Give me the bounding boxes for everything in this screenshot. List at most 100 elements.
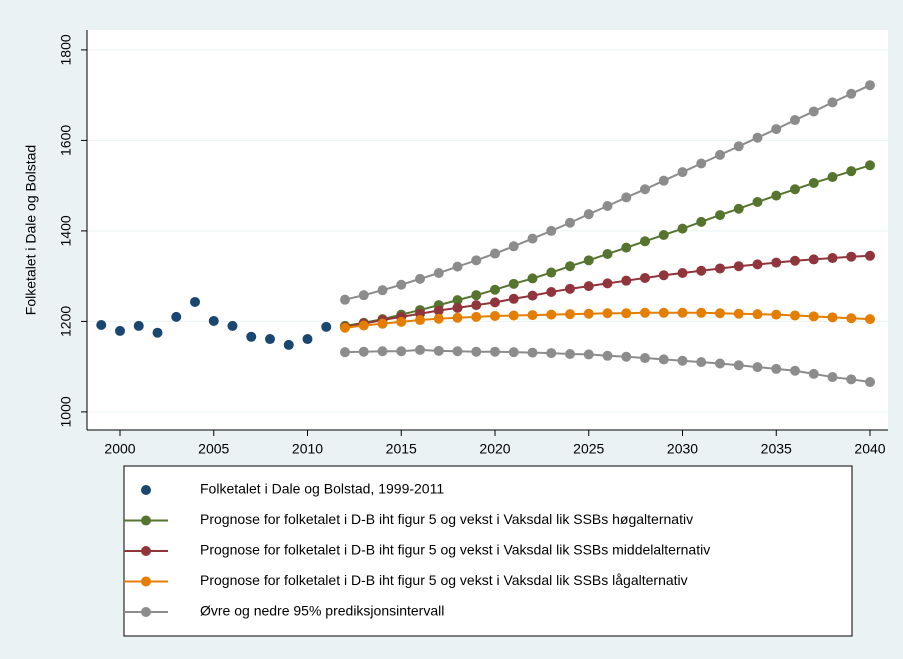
x-tick-label: 2030	[667, 441, 698, 457]
x-tick-label: 2040	[854, 441, 885, 457]
data-point	[452, 302, 463, 313]
data-point	[302, 334, 313, 345]
x-tick-label: 2005	[198, 441, 229, 457]
data-point	[340, 294, 350, 305]
data-point	[433, 313, 444, 324]
legend-label: Prognose for folketalet i D-B iht figur …	[200, 572, 688, 588]
data-point	[715, 263, 725, 274]
data-point	[490, 297, 500, 308]
legend-label: Prognose for folketalet i D-B iht figur …	[200, 542, 710, 558]
data-point	[565, 348, 575, 359]
data-point	[471, 311, 482, 322]
legend-marker	[141, 515, 151, 526]
data-point	[508, 278, 519, 289]
data-point	[452, 295, 463, 306]
data-point	[658, 270, 669, 281]
data-point	[752, 362, 763, 373]
data-point	[602, 278, 613, 289]
legend-marker	[141, 576, 151, 587]
data-point	[377, 285, 388, 296]
data-point	[677, 307, 688, 318]
data-point	[621, 242, 632, 253]
y-tick-label: 1600	[58, 125, 74, 156]
data-point	[546, 309, 557, 320]
data-point	[733, 141, 744, 152]
data-point	[846, 251, 857, 262]
data-point	[827, 97, 838, 108]
legend-marker	[141, 607, 151, 617]
data-point	[640, 236, 650, 247]
data-point	[583, 349, 594, 360]
data-point	[396, 316, 407, 327]
data-point	[490, 248, 500, 259]
data-point	[771, 309, 782, 320]
data-point	[865, 377, 875, 388]
data-point	[283, 339, 294, 350]
data-point	[621, 192, 632, 203]
data-point	[583, 281, 594, 292]
x-tick-label: 2010	[292, 441, 323, 457]
data-point	[546, 348, 557, 359]
y-tick-label: 1000	[58, 396, 74, 427]
data-point	[715, 210, 725, 221]
data-point	[490, 284, 500, 295]
data-point	[790, 184, 800, 195]
data-point	[452, 261, 463, 272]
data-point	[865, 314, 875, 325]
data-point	[340, 322, 350, 333]
y-tick-label: 1200	[58, 306, 74, 337]
data-point	[715, 358, 725, 369]
data-point	[621, 308, 632, 319]
data-point	[827, 372, 838, 383]
data-point	[696, 265, 707, 276]
data-point	[790, 310, 800, 321]
data-point	[865, 80, 875, 91]
y-tick-label: 1400	[58, 215, 74, 246]
data-point	[677, 223, 688, 234]
x-tick-label: 2025	[573, 441, 604, 457]
data-point	[96, 320, 107, 331]
data-point	[658, 229, 669, 240]
data-point	[715, 149, 725, 160]
data-point	[602, 248, 613, 259]
data-point	[696, 158, 707, 169]
x-tick-label: 2020	[479, 441, 510, 457]
data-point	[790, 365, 800, 376]
legend	[123, 465, 853, 637]
data-point	[640, 353, 650, 364]
data-point	[696, 216, 707, 227]
data-point	[658, 307, 669, 318]
data-point	[508, 347, 519, 358]
data-point	[715, 308, 725, 319]
data-point	[790, 115, 800, 126]
data-point	[452, 312, 463, 323]
data-point	[808, 106, 819, 117]
data-point	[358, 346, 369, 357]
legend-marker	[141, 546, 151, 556]
data-point	[527, 310, 538, 321]
data-point	[733, 203, 744, 214]
data-point	[696, 357, 707, 368]
data-point	[508, 241, 519, 252]
data-point	[190, 296, 200, 307]
data-point	[733, 360, 744, 371]
y-axis-label: Folketalet i Dale og Bolstad	[23, 145, 39, 315]
data-point	[808, 177, 819, 188]
legend-label: Prognose for folketalet i D-B iht figur …	[200, 511, 693, 527]
data-point	[377, 346, 388, 357]
data-point	[808, 254, 819, 265]
data-point	[152, 327, 163, 338]
data-point	[602, 308, 613, 319]
data-point	[658, 354, 669, 365]
data-point	[546, 286, 557, 297]
data-point	[171, 311, 182, 322]
data-point	[133, 320, 144, 331]
data-point	[471, 290, 482, 301]
data-point	[846, 88, 857, 99]
data-point	[827, 253, 838, 264]
data-point	[208, 315, 219, 326]
legend-marker	[141, 485, 151, 495]
data-point	[565, 283, 575, 294]
data-point	[415, 344, 425, 355]
